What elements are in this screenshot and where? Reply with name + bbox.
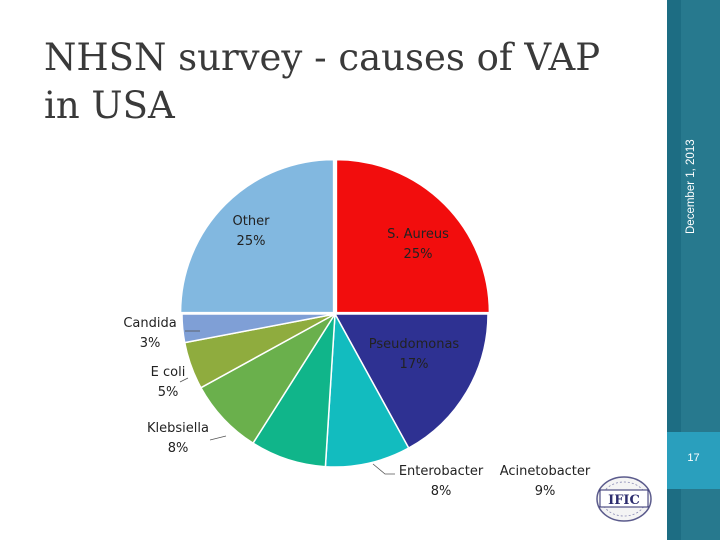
pie-slice-other xyxy=(179,158,335,314)
slide-title: NHSN survey - causes of VAP in USA xyxy=(44,36,601,127)
slice-label: Other 25% xyxy=(233,214,271,249)
slice-label: E coli 5% xyxy=(151,365,186,400)
ific-logo: IFIC xyxy=(596,476,652,522)
leader-line xyxy=(179,377,189,383)
slice-label: Acinetobacter 9% xyxy=(500,464,591,499)
pie-slice-candida xyxy=(181,313,336,344)
slice-label: Enterobacter 8% xyxy=(399,464,484,499)
page-number: 17 xyxy=(687,452,700,464)
leader-lines xyxy=(179,330,395,475)
slice-labels: S. Aureus 25% Pseudomonas 17% Acinetobacter 9… xyxy=(123,214,591,499)
leader-line xyxy=(209,435,227,441)
slice-label: Klebsiella 8% xyxy=(147,421,209,456)
slice-label: S. Aureus 25% xyxy=(387,227,449,262)
slice-label: Pseudomonas 17% xyxy=(369,337,460,372)
pie-slice-pseudomonas xyxy=(333,313,489,450)
leader-line xyxy=(372,463,395,475)
pie-slice-acinetobacter xyxy=(324,311,410,468)
page-number-box xyxy=(667,432,720,489)
pie-slice-s-aureus xyxy=(335,158,491,314)
slice-label: Candida 3% xyxy=(123,316,176,351)
pie-slices xyxy=(179,158,491,468)
logo-text: IFIC xyxy=(608,493,640,508)
